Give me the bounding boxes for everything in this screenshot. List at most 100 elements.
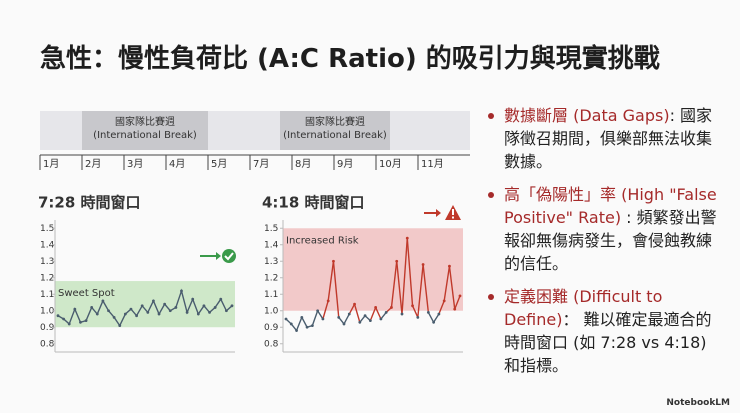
band-label: Increased Risk bbox=[286, 235, 359, 246]
point bbox=[305, 325, 309, 329]
line-segment bbox=[359, 315, 366, 323]
line-segment bbox=[448, 266, 456, 310]
point bbox=[67, 322, 71, 326]
line-segment bbox=[427, 312, 435, 323]
point bbox=[168, 309, 172, 313]
line-segment bbox=[369, 307, 377, 321]
point bbox=[384, 311, 388, 314]
point bbox=[118, 324, 122, 327]
bullet: 高「偽陽性」率 (High "False Positive" Rate) : 頻… bbox=[488, 183, 720, 275]
y-tick-label: 1.2 bbox=[264, 273, 278, 283]
point bbox=[146, 311, 150, 314]
point bbox=[316, 309, 320, 313]
month-label: 4月 bbox=[169, 158, 185, 170]
point bbox=[219, 297, 223, 301]
bullet: 數據斷層 (Data Gaps): 國家隊徵召期間，俱樂部無法收集數據。 bbox=[488, 104, 720, 173]
point bbox=[442, 299, 446, 303]
point bbox=[295, 329, 298, 332]
point bbox=[374, 306, 378, 309]
point bbox=[326, 299, 330, 303]
point bbox=[353, 302, 356, 306]
point bbox=[342, 322, 346, 326]
point bbox=[421, 263, 425, 266]
point bbox=[191, 297, 195, 301]
point bbox=[180, 289, 183, 293]
y-tick-label: 1.5 bbox=[264, 224, 278, 234]
slide-title: 急性：慢性負荷比 (A:C Ratio) 的吸引力與現實挑戰 bbox=[40, 44, 660, 74]
warning-icon bbox=[424, 205, 461, 220]
point bbox=[112, 315, 116, 319]
point bbox=[90, 306, 94, 309]
bullet: 定義困難 (Difficult to Define)： 難以確定最適合的時間窗口… bbox=[488, 285, 720, 377]
check-icon bbox=[200, 249, 236, 263]
point bbox=[101, 299, 105, 303]
point bbox=[213, 306, 217, 309]
point bbox=[363, 314, 367, 318]
y-tick-label: 1.3 bbox=[40, 257, 54, 267]
line-segment bbox=[433, 313, 440, 323]
point bbox=[135, 314, 138, 318]
point bbox=[411, 304, 414, 308]
bullet-head: 數據斷層 (Data Gaps) bbox=[504, 106, 670, 125]
point bbox=[152, 299, 155, 303]
bullet-list: 數據斷層 (Data Gaps): 國家隊徵召期間，俱樂部無法收集數據。高「偽陽… bbox=[488, 104, 720, 387]
bullet-body: : 頻繁發出警報卻無傷病發生，會侵蝕教練的信任。 bbox=[504, 208, 717, 273]
y-tick-label: 1.3 bbox=[264, 257, 278, 267]
line-segment bbox=[406, 238, 414, 306]
footer: NotebookLM bbox=[666, 398, 730, 408]
point bbox=[95, 312, 99, 316]
point bbox=[84, 319, 88, 323]
point bbox=[157, 312, 161, 316]
break-sublabel: (International Break) bbox=[93, 130, 197, 141]
point bbox=[358, 320, 362, 324]
point bbox=[416, 315, 420, 319]
point bbox=[174, 306, 178, 309]
line-segment bbox=[380, 311, 387, 320]
line-segment bbox=[327, 261, 335, 301]
point bbox=[379, 317, 383, 321]
line-segment bbox=[443, 266, 451, 301]
line-segment bbox=[343, 313, 350, 325]
line bbox=[57, 288, 233, 327]
y-tick-label: 1.2 bbox=[40, 273, 54, 283]
line-segment bbox=[396, 261, 403, 315]
point bbox=[400, 312, 404, 316]
line-segment bbox=[311, 310, 319, 326]
y-tick-label: 1.4 bbox=[264, 240, 279, 250]
point bbox=[284, 317, 288, 321]
point bbox=[208, 311, 211, 314]
point bbox=[337, 315, 341, 319]
point bbox=[458, 294, 462, 298]
point bbox=[107, 309, 110, 313]
point bbox=[321, 317, 325, 321]
line-segment bbox=[295, 317, 303, 331]
month-label: 8月 bbox=[295, 158, 311, 170]
point bbox=[140, 304, 144, 308]
y-tick-label: 1.1 bbox=[264, 290, 278, 300]
point bbox=[426, 311, 430, 314]
line-segment bbox=[417, 264, 424, 318]
bullet-body: ： 難以確定最適合的時間窗口 (如 7:28 vs 4:18) 和指標。 bbox=[504, 310, 712, 375]
bullet-body: : 國家隊徵召期間，俱樂部無法收集數據。 bbox=[504, 106, 713, 171]
line-segment bbox=[374, 307, 382, 320]
line-segment bbox=[290, 323, 298, 331]
bullet-head: 定義困難 (Difficult to Define) bbox=[504, 287, 663, 329]
bullet-head: 高「偽陽性」率 (High "False Positive" Rate) bbox=[504, 185, 717, 227]
break-sublabel: (International Break) bbox=[283, 130, 387, 141]
point bbox=[196, 312, 200, 316]
y-tick-label: 0.8 bbox=[40, 339, 55, 349]
point bbox=[62, 317, 66, 321]
point bbox=[405, 236, 409, 240]
band bbox=[283, 228, 463, 311]
break-label: 國家隊比賽週 bbox=[305, 115, 365, 128]
month-label: 5月 bbox=[211, 158, 227, 170]
point bbox=[368, 319, 372, 323]
point bbox=[230, 304, 234, 308]
point bbox=[300, 315, 304, 319]
point bbox=[347, 312, 351, 316]
month-label: 1月 bbox=[43, 158, 59, 170]
month-label: 11月 bbox=[421, 158, 444, 170]
point bbox=[390, 306, 393, 309]
